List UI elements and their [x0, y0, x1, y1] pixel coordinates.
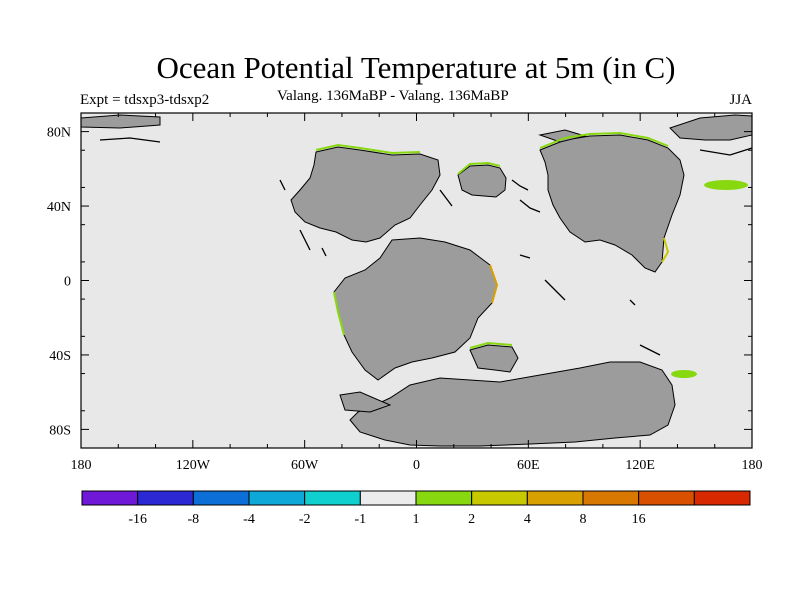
colorbar-label-3: -2	[299, 512, 311, 527]
island-arc-3	[519, 199, 541, 213]
colorbar-swatch-5	[359, 490, 417, 506]
colorbar-swatch-2	[192, 490, 250, 506]
anomaly-patches	[489, 180, 748, 378]
lon-label-2: 60W	[291, 458, 319, 473]
fringe-india	[469, 341, 513, 349]
island-arc-2	[511, 179, 529, 191]
lon-label-3: 0	[413, 458, 420, 473]
lat-label-2: 0	[64, 275, 71, 290]
lon-label-4: 60E	[517, 458, 540, 473]
land-antarctic-peninsula	[339, 391, 392, 413]
colorbar-label-1: -8	[187, 512, 199, 527]
island-arc-4	[519, 254, 531, 259]
island-arc-10	[639, 344, 661, 356]
island-arc-11	[99, 137, 161, 143]
lat-label-3: 40S	[49, 349, 71, 364]
colorbar-swatch-4	[304, 490, 361, 506]
land-asia	[539, 134, 685, 273]
colorbar-label-9: 16	[632, 512, 646, 527]
fringe-north-america	[315, 143, 421, 155]
colorbar-swatch-11	[693, 490, 751, 506]
land-arctic-north	[538, 129, 587, 143]
colorbar-label-7: 4	[524, 512, 531, 527]
island-arc-7	[299, 229, 311, 251]
warm-fringe-gondwana-east	[489, 264, 499, 304]
fringe-europe	[457, 161, 501, 175]
island-arc-5	[544, 279, 566, 301]
period-label: Valang. 136MaBP - Valang. 136MaBP	[277, 88, 509, 104]
colorbar-label-2: -4	[243, 512, 255, 527]
colorbar-label-4: -1	[354, 512, 366, 527]
island-arc-1	[439, 189, 453, 207]
colorbar-swatch-9	[582, 490, 640, 506]
lat-label-1: 40N	[47, 200, 71, 215]
land-north-america	[290, 146, 441, 243]
colorbar-swatch-8	[526, 490, 584, 506]
colorbar-swatch-7	[471, 490, 528, 506]
colorbar-label-6: 2	[468, 512, 475, 527]
land-india	[469, 344, 519, 373]
lon-ticks: 180 120W 60W 0 60E 120E 180	[71, 113, 763, 473]
colorbar-swatch-10	[638, 490, 695, 506]
land-gondwana	[333, 237, 498, 381]
warm-patch-south-pacific	[671, 370, 697, 378]
colorbar-label-5: 1	[413, 512, 420, 527]
island-arc-12	[699, 147, 753, 156]
colorbar-labels: -16 -8 -4 -2 -1 1 2 4 8 16	[128, 512, 645, 527]
lon-label-5: 120E	[625, 458, 655, 473]
islands	[99, 137, 753, 356]
island-arc-9	[279, 179, 286, 191]
minor-ticks	[81, 112, 752, 449]
island-arc-6	[629, 299, 636, 306]
land-antarctica	[349, 361, 676, 447]
colorbar	[81, 490, 751, 506]
colorbar-swatch-6	[415, 490, 473, 506]
colorbar-swatch-3	[248, 490, 306, 506]
warm-fringe-asia-east	[661, 237, 670, 263]
warm-patch-north-pacific	[704, 180, 748, 190]
land-layer	[80, 114, 753, 447]
experiment-label: Expt = tdsxp3-tdsxp2	[80, 92, 210, 108]
lon-label-0: 180	[71, 458, 92, 473]
map-title: Ocean Potential Temperature at 5m (in C)	[156, 50, 676, 85]
colorbar-label-8: 8	[580, 512, 587, 527]
fringe-gondwana	[333, 291, 345, 336]
lat-label-0: 80N	[47, 126, 71, 141]
island-arc-8	[321, 247, 327, 257]
colorbar-swatch-1	[137, 490, 194, 506]
lat-ticks: 80N 40N 0 40S 80S	[47, 126, 752, 438]
lat-label-4: 80S	[49, 423, 71, 438]
land-arctic-west	[80, 114, 161, 129]
land-europe	[457, 164, 507, 198]
lon-label-1: 120W	[176, 458, 211, 473]
colorbar-swatch-0	[81, 490, 139, 506]
lon-label-6: 180	[742, 458, 763, 473]
season-label: JJA	[729, 92, 752, 108]
fringe-asia	[539, 131, 669, 149]
anomaly-fringes	[315, 131, 669, 349]
colorbar-label-0: -16	[128, 512, 147, 527]
